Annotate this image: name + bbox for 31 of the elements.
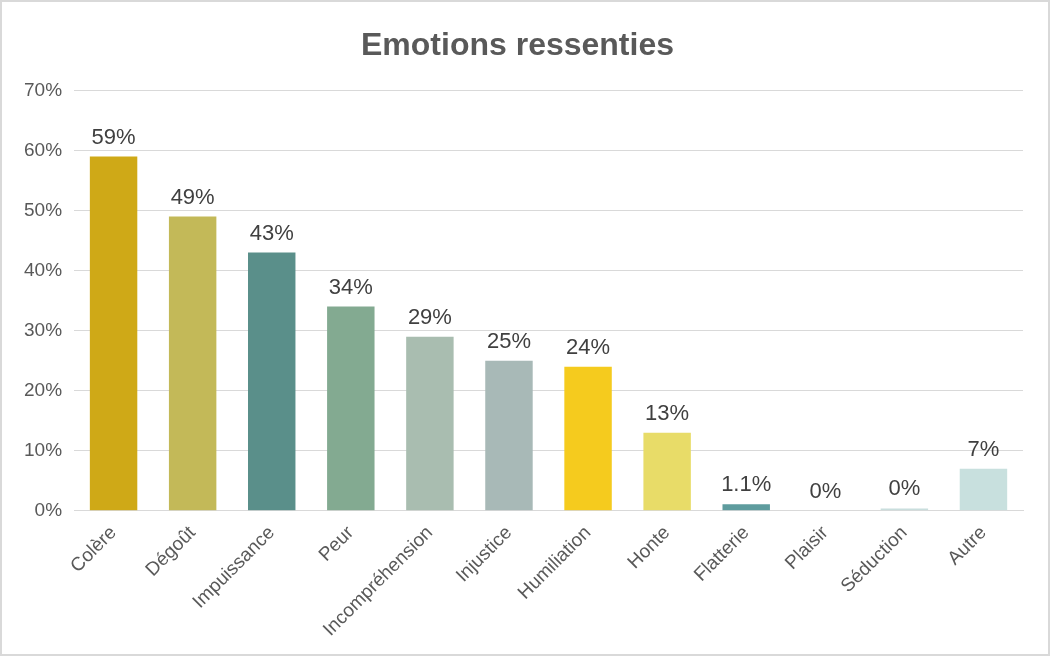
- data-label: 0%: [809, 477, 842, 503]
- y-tick-label: 0%: [34, 499, 63, 521]
- data-label: 13%: [645, 399, 690, 425]
- data-label: 7%: [967, 435, 1000, 461]
- data-label: 34%: [328, 273, 373, 299]
- bar: [406, 336, 454, 511]
- data-label: 49%: [170, 183, 215, 209]
- y-tick-label: 10%: [24, 438, 63, 460]
- y-tick-label: 20%: [24, 378, 63, 400]
- bar: [959, 468, 1008, 511]
- bar: [327, 306, 375, 511]
- bar: [564, 366, 612, 511]
- data-label: 25%: [486, 327, 531, 353]
- y-tick-label: 30%: [24, 318, 63, 340]
- y-tick-label: 60%: [24, 138, 63, 160]
- y-tick-label: 50%: [24, 198, 63, 220]
- y-tick-label: 40%: [24, 258, 63, 280]
- chart-title: Emotions ressenties: [361, 26, 674, 63]
- data-label: 0%: [888, 475, 921, 501]
- data-label: 24%: [566, 333, 611, 359]
- data-label: 43%: [249, 219, 294, 245]
- bar: [168, 216, 217, 511]
- data-label: 1.1%: [721, 471, 772, 497]
- bar: [643, 432, 691, 511]
- bar: [248, 252, 296, 511]
- bar: [485, 360, 533, 511]
- data-label: 59%: [91, 123, 136, 149]
- bar: [722, 504, 770, 511]
- y-tick-label: 70%: [24, 78, 63, 100]
- bar: [89, 156, 138, 511]
- data-label: 29%: [407, 303, 452, 329]
